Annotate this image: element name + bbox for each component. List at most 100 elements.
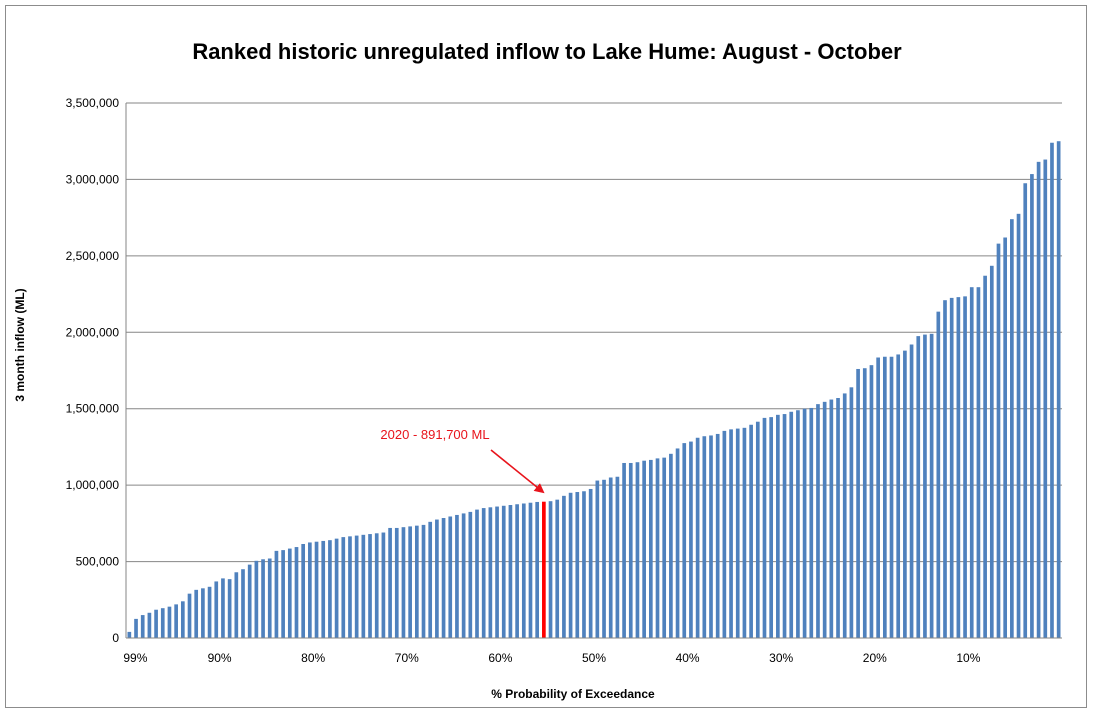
bar (495, 506, 499, 638)
bar-2020-highlight (542, 501, 546, 638)
bar (401, 527, 406, 638)
bar (876, 357, 880, 638)
bar (194, 589, 199, 638)
bar (889, 356, 894, 638)
bar (515, 504, 519, 638)
x-tick-label: 70% (395, 651, 419, 665)
bar (294, 547, 299, 638)
bar (414, 525, 419, 638)
bar (468, 511, 473, 638)
bar (769, 417, 774, 638)
bar (1003, 237, 1008, 638)
bar (836, 398, 840, 638)
bar (675, 448, 680, 638)
bar (862, 368, 867, 638)
bar (1050, 142, 1054, 639)
bar (842, 393, 847, 638)
bar (903, 350, 907, 638)
bar (314, 541, 319, 638)
x-tick-label: 30% (769, 651, 793, 665)
bar (742, 427, 747, 638)
bar (267, 558, 272, 638)
x-axis-label: % Probability of Exceedance (491, 687, 655, 701)
y-tick-label: 0 (112, 631, 119, 645)
bar (856, 368, 860, 638)
bar (882, 356, 887, 638)
bar (1010, 219, 1014, 639)
bar (535, 501, 540, 638)
x-tick-label: 50% (582, 651, 606, 665)
bar (308, 542, 312, 638)
bar (595, 480, 600, 638)
bar (287, 548, 292, 638)
annotation-label: 2020 - 891,700 ML (380, 427, 489, 442)
bar (254, 560, 259, 638)
bar (381, 532, 386, 638)
bar (147, 612, 152, 638)
x-tick-label: 10% (956, 651, 980, 665)
bar (528, 502, 533, 638)
bar (869, 365, 874, 638)
bar (829, 399, 834, 638)
bar (849, 387, 854, 638)
annotation-arrow (490, 449, 545, 494)
bar (562, 495, 566, 638)
bar (662, 457, 667, 638)
bar (214, 581, 219, 638)
bar (695, 437, 700, 638)
bar (428, 521, 433, 638)
x-tick-labels: 99% 90% 80% 70% 60% 50% 40% 30% 20% 10% (123, 651, 980, 665)
bar (689, 441, 693, 638)
bar (180, 601, 185, 638)
bar (682, 443, 687, 638)
bar (127, 631, 132, 638)
bar (481, 508, 486, 638)
y-tick-label: 3,500,000 (66, 96, 120, 110)
bar (435, 519, 439, 638)
bar (321, 540, 326, 638)
bar (201, 588, 205, 638)
bar (154, 609, 158, 638)
bar (247, 564, 252, 638)
bar (622, 462, 626, 638)
bar (221, 578, 225, 638)
bar (421, 524, 426, 638)
bar (976, 287, 981, 638)
gridlines (126, 102, 1062, 563)
chart-title: Ranked historic unregulated inflow to La… (192, 39, 902, 64)
bar (635, 462, 640, 638)
bar (602, 479, 606, 638)
bar (261, 559, 265, 638)
bar (648, 459, 653, 638)
bar (475, 509, 479, 638)
y-tick-label: 1,000,000 (66, 478, 120, 492)
bar (521, 503, 526, 638)
bar (896, 354, 901, 638)
y-tick-label: 2,000,000 (66, 325, 120, 339)
bar (187, 593, 192, 638)
y-tick-labels: 0 500,000 1,000,000 1,500,000 2,000,000 2,500… (66, 96, 120, 645)
bar (568, 492, 573, 638)
x-tick-label: 40% (676, 651, 700, 665)
bar (755, 421, 760, 638)
bar (956, 297, 961, 638)
bar (1016, 213, 1021, 638)
bar (374, 533, 379, 638)
bar (341, 537, 346, 638)
bar (655, 458, 660, 638)
bar (388, 527, 392, 638)
x-tick-label: 90% (208, 651, 232, 665)
bar (702, 436, 707, 638)
bar (582, 491, 586, 638)
bar (809, 407, 814, 638)
bar (348, 536, 352, 638)
bar (501, 505, 506, 638)
bar (354, 535, 359, 638)
bar (1036, 161, 1041, 638)
bar (949, 297, 954, 638)
bar (441, 518, 446, 638)
bar (983, 275, 987, 638)
bar (909, 344, 914, 638)
bar (936, 311, 941, 638)
bar (642, 460, 646, 638)
